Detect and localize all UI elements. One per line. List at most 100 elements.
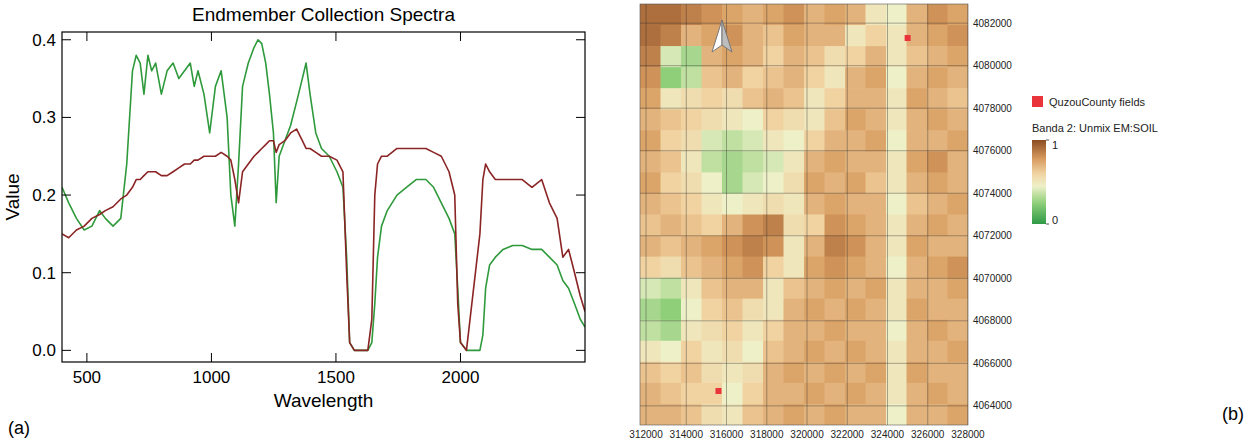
cell — [722, 46, 743, 68]
cell — [722, 341, 743, 363]
cell — [866, 67, 887, 89]
cell — [743, 130, 764, 152]
y-tick-label: 4070000 — [973, 273, 1012, 284]
legend-label: QuzouCounty fields — [1049, 96, 1145, 108]
x-tick-label: 316000 — [710, 429, 744, 440]
cell — [907, 320, 928, 342]
cell — [845, 193, 866, 215]
cell — [886, 172, 907, 194]
chart-title: Endmember Collection Spectra — [192, 4, 455, 25]
cell — [866, 172, 887, 194]
x-tick-label: 314000 — [670, 429, 704, 440]
cell — [702, 320, 723, 342]
grid-line — [887, 4, 888, 425]
grid-line — [640, 235, 968, 236]
legend-swatch — [1032, 96, 1043, 107]
cell — [845, 172, 866, 194]
cell — [845, 88, 866, 110]
lines — [62, 40, 585, 351]
cell — [948, 130, 969, 152]
cell — [702, 383, 723, 405]
cell — [886, 236, 907, 258]
cell — [907, 404, 928, 425]
y-tick — [62, 350, 71, 351]
cell — [681, 215, 702, 237]
cell — [886, 25, 907, 47]
colorbar-tick — [1046, 224, 1049, 225]
cell — [640, 278, 661, 300]
cell — [784, 404, 805, 425]
cell — [907, 215, 928, 237]
cell — [681, 88, 702, 110]
cell — [866, 25, 887, 47]
cell — [661, 130, 682, 152]
cell — [866, 341, 887, 363]
cell — [763, 193, 784, 215]
cell — [907, 299, 928, 321]
cell — [681, 383, 702, 405]
cell — [681, 25, 702, 47]
cell — [661, 362, 682, 384]
y-tick — [576, 39, 585, 40]
cell — [825, 404, 846, 425]
cell — [907, 341, 928, 363]
cell — [866, 299, 887, 321]
cell — [845, 151, 866, 173]
cell — [866, 151, 887, 173]
cell — [702, 341, 723, 363]
cell — [743, 151, 764, 173]
cell — [866, 404, 887, 425]
cell — [763, 130, 784, 152]
cell — [763, 341, 784, 363]
cell — [784, 278, 805, 300]
cell — [927, 383, 948, 405]
cell — [927, 67, 948, 89]
grid-line — [927, 4, 928, 425]
cell — [743, 236, 764, 258]
cell — [640, 341, 661, 363]
y-axis-title: Value — [2, 173, 23, 220]
cell — [784, 130, 805, 152]
cell — [927, 257, 948, 279]
cell — [825, 299, 846, 321]
cell — [845, 130, 866, 152]
cell — [886, 299, 907, 321]
cell — [845, 320, 866, 342]
cell — [681, 257, 702, 279]
cell — [948, 320, 969, 342]
cell — [681, 362, 702, 384]
cell — [784, 67, 805, 89]
y-tick — [62, 195, 71, 196]
y-tick-label: 4076000 — [973, 145, 1012, 156]
cell — [825, 109, 846, 131]
cell — [886, 130, 907, 152]
cell — [702, 109, 723, 131]
y-tick — [576, 117, 585, 118]
cell — [948, 151, 969, 173]
cell — [661, 236, 682, 258]
spectrum-line — [62, 129, 585, 350]
cell — [702, 278, 723, 300]
cell — [886, 320, 907, 342]
cell — [907, 46, 928, 68]
grid-line — [640, 108, 968, 109]
cell — [907, 4, 928, 26]
cell — [681, 299, 702, 321]
cell — [948, 193, 969, 215]
field-point — [905, 35, 911, 41]
x-tick — [335, 32, 336, 41]
cell — [702, 88, 723, 110]
cell — [661, 67, 682, 89]
y-tick-label: 0.2 — [32, 186, 56, 205]
cell — [907, 362, 928, 384]
cell — [722, 383, 743, 405]
cell — [866, 130, 887, 152]
cell — [886, 151, 907, 173]
cell — [681, 151, 702, 173]
cell — [907, 67, 928, 89]
cell — [661, 172, 682, 194]
cell — [661, 404, 682, 425]
cell — [948, 278, 969, 300]
y-tick — [576, 350, 585, 351]
cell — [927, 320, 948, 342]
